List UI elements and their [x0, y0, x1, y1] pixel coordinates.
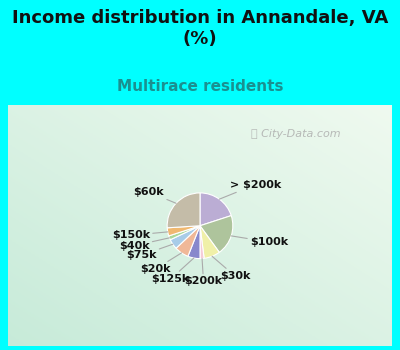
Wedge shape — [169, 226, 200, 240]
Wedge shape — [200, 216, 233, 252]
Text: $125k: $125k — [152, 258, 194, 284]
Wedge shape — [170, 226, 200, 248]
Wedge shape — [200, 226, 204, 259]
Wedge shape — [188, 226, 200, 259]
Wedge shape — [200, 226, 219, 258]
Text: $100k: $100k — [231, 236, 288, 247]
Text: $200k: $200k — [184, 259, 222, 286]
Wedge shape — [167, 193, 200, 228]
Text: Income distribution in Annandale, VA
(%): Income distribution in Annandale, VA (%) — [12, 9, 388, 48]
Text: ⓘ City-Data.com: ⓘ City-Data.com — [251, 129, 341, 139]
Text: > $200k: > $200k — [219, 180, 281, 199]
Text: $150k: $150k — [112, 230, 168, 240]
Wedge shape — [200, 193, 231, 226]
Text: $40k: $40k — [119, 238, 170, 251]
Text: $60k: $60k — [134, 187, 176, 203]
Wedge shape — [167, 226, 200, 236]
Text: $20k: $20k — [140, 253, 182, 274]
Text: $30k: $30k — [212, 256, 250, 281]
Wedge shape — [176, 226, 200, 256]
Text: $75k: $75k — [126, 244, 173, 260]
Text: Multirace residents: Multirace residents — [117, 79, 283, 94]
